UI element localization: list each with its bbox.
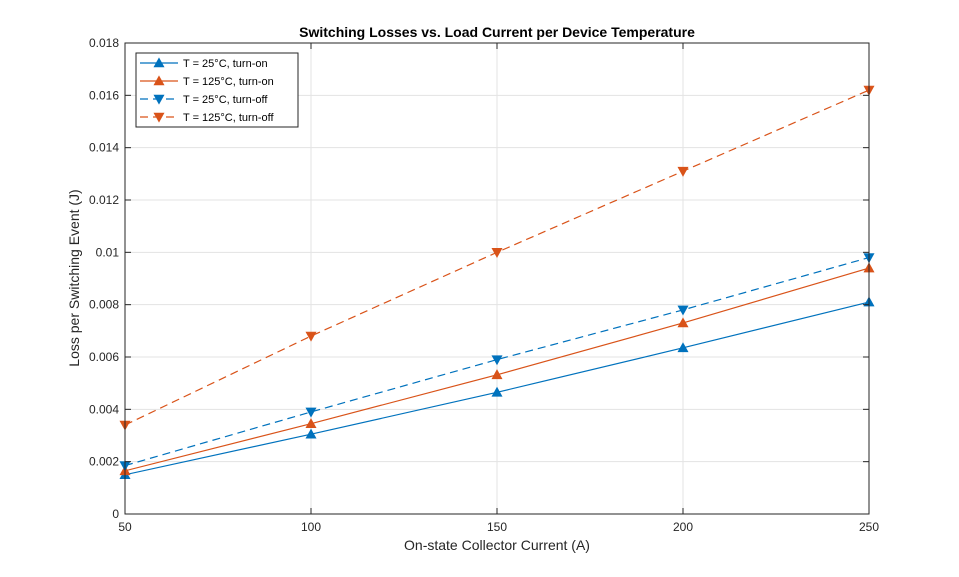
y-tick-label: 0.002 [89, 455, 119, 469]
data-point [491, 369, 503, 380]
y-tick-label: 0.018 [89, 36, 119, 50]
series-line [124, 256, 870, 467]
x-tick-label: 200 [673, 520, 693, 534]
y-tick-label: 0 [112, 507, 119, 521]
data-point [491, 248, 503, 258]
legend-label: T = 25°C, turn-on [183, 58, 268, 70]
data-point [305, 407, 317, 418]
legend-marker [153, 75, 165, 86]
data-point [677, 166, 689, 177]
series-layer [119, 85, 875, 480]
x-tick-label: 50 [118, 520, 132, 534]
y-axis-label: Loss per Switching Event (J) [66, 189, 82, 366]
data-point [305, 428, 317, 439]
data-point [305, 331, 317, 342]
data-point [491, 386, 503, 397]
legend-label: T = 125°C, turn-off [183, 112, 274, 124]
legend-entry: T = 25°C, turn-on [140, 57, 268, 70]
y-tick-label: 0.014 [89, 141, 119, 155]
data-point [305, 418, 317, 429]
legend-label: T = 25°C, turn-off [183, 94, 268, 106]
legend-marker [153, 94, 165, 105]
legend-marker [153, 112, 165, 123]
chart-title: Switching Losses vs. Load Current per De… [299, 24, 695, 40]
legend-entry: T = 25°C, turn-off [140, 94, 268, 106]
series-4 [119, 85, 875, 431]
y-tick-label: 0.016 [89, 88, 119, 102]
ticks: 50 100 150 200 250 0 0.002 0.004 0.006 0.008 0.01 0… [89, 36, 879, 534]
data-point [491, 355, 503, 366]
legend-entry: T = 125°C, turn-off [140, 112, 274, 124]
y-tick-label: 0.008 [89, 298, 119, 312]
legend-marker [153, 57, 165, 68]
x-axis-label: On-state Collector Current (A) [404, 537, 590, 553]
legend-entry: T = 125°C, turn-on [140, 75, 274, 88]
data-point [677, 342, 689, 353]
legend-label: T = 125°C, turn-on [183, 76, 274, 88]
y-tick-label: 0.006 [89, 350, 119, 364]
y-tick-label: 0.012 [89, 193, 119, 207]
data-point [677, 317, 689, 328]
x-tick-label: 100 [301, 520, 321, 534]
legend: T = 25°C, turn-on T = 125°C, turn-on T = 2… [135, 52, 299, 128]
y-tick-label: 0.004 [89, 402, 119, 416]
y-tick-label: 0.01 [96, 245, 120, 259]
data-point [677, 305, 689, 316]
x-tick-label: 250 [859, 520, 879, 534]
x-tick-label: 150 [487, 520, 507, 534]
